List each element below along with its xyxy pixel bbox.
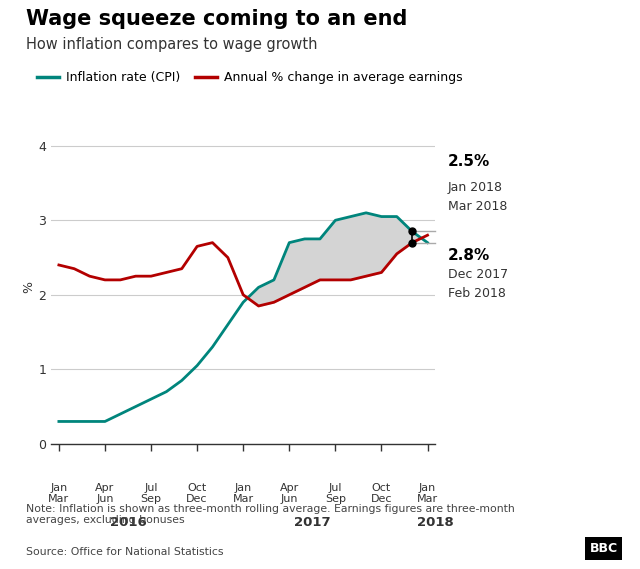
Text: Oct
Dec: Oct Dec xyxy=(186,483,208,504)
Text: Feb 2018: Feb 2018 xyxy=(448,287,506,300)
Text: Oct
Dec: Oct Dec xyxy=(371,483,392,504)
Text: Jan
Mar: Jan Mar xyxy=(417,483,438,504)
Text: BBC: BBC xyxy=(589,542,618,555)
Text: Jan
Mar: Jan Mar xyxy=(48,483,70,504)
Text: How inflation compares to wage growth: How inflation compares to wage growth xyxy=(26,37,317,52)
Text: Mar 2018: Mar 2018 xyxy=(448,200,508,213)
Text: Jul
Sep: Jul Sep xyxy=(141,483,161,504)
Text: Source: Office for National Statistics: Source: Office for National Statistics xyxy=(26,547,223,558)
Text: 2018: 2018 xyxy=(417,516,454,529)
Text: Apr
Jun: Apr Jun xyxy=(95,483,115,504)
Text: 2.5%: 2.5% xyxy=(448,154,490,169)
Y-axis label: %: % xyxy=(22,281,36,294)
Text: 2016: 2016 xyxy=(109,516,147,529)
Text: Dec 2017: Dec 2017 xyxy=(448,268,508,281)
Text: Wage squeeze coming to an end: Wage squeeze coming to an end xyxy=(26,9,407,28)
Legend: Inflation rate (CPI), Annual % change in average earnings: Inflation rate (CPI), Annual % change in… xyxy=(32,66,467,89)
Text: Note: Inflation is shown as three-month rolling average. Earnings figures are th: Note: Inflation is shown as three-month … xyxy=(26,504,515,525)
Text: Jul
Sep: Jul Sep xyxy=(325,483,346,504)
Text: Apr
Jun: Apr Jun xyxy=(280,483,299,504)
Text: Jan
Mar: Jan Mar xyxy=(232,483,254,504)
Text: Jan 2018: Jan 2018 xyxy=(448,182,503,195)
Text: 2.8%: 2.8% xyxy=(448,248,490,263)
Text: 2017: 2017 xyxy=(294,516,331,529)
